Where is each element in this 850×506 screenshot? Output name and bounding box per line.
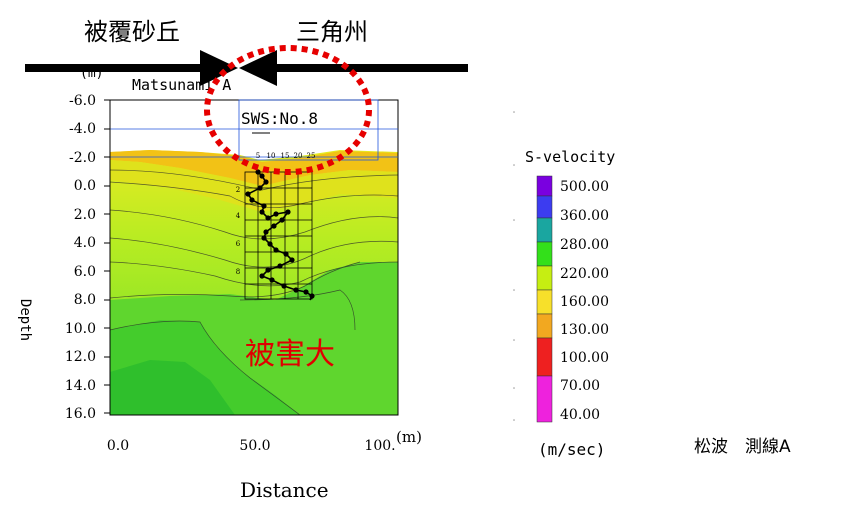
legend-swatch <box>536 313 553 339</box>
y-tick-label: 12.0 <box>65 349 96 365</box>
sws-top-tick: 5 <box>256 152 260 160</box>
sws-depth-tick: 4 <box>236 212 241 220</box>
velocity-field <box>110 150 398 415</box>
legend-label: 100.00 <box>560 350 609 366</box>
x-unit-label: (m) <box>396 428 422 446</box>
y-tick-label: 2.0 <box>74 207 96 223</box>
legend-swatch <box>536 195 553 219</box>
x-tick-label: 0.0 <box>107 438 129 454</box>
contour-lines <box>109 169 399 416</box>
legend-label: 130.00 <box>560 322 609 338</box>
y-tick-label: 8.0 <box>74 292 96 308</box>
x-tick-labels: 0.0 50.0 100. <box>107 438 396 454</box>
y-tick-label: 4.0 <box>74 235 96 251</box>
legend-swatch <box>536 337 553 377</box>
legend-swatch <box>536 241 553 267</box>
sws-top-ticks: 5 10 15 20 25 <box>256 152 316 160</box>
damage-label: 被害大 <box>245 337 335 372</box>
highlight-ellipse <box>204 45 372 175</box>
x-tick-label: 100. <box>364 438 395 454</box>
legend-label: 40.00 <box>560 407 600 423</box>
left-label-covered-dune: 被覆砂丘 <box>84 18 180 46</box>
y-tick-marks <box>104 99 110 414</box>
sws-profile <box>245 169 315 301</box>
sws-depth-tick: 6 <box>236 240 241 248</box>
y-tick-label: 10.0 <box>65 321 96 337</box>
legend <box>536 175 553 423</box>
right-label-delta: 三角州 <box>296 18 368 46</box>
survey-line-label: 松波 測線A <box>694 437 791 457</box>
sws-top-tick: 10 <box>267 152 276 160</box>
boundary-arrows <box>25 50 468 86</box>
legend-unit: (m/sec) <box>538 440 606 459</box>
y-tick-labels: -6.0 -4.0 -2.0 0.0 2.0 4.0 6.0 8.0 10.0 … <box>65 93 96 422</box>
sws-label-box <box>238 99 379 161</box>
x-axis-title: Distance <box>240 478 329 502</box>
legend-label: 280.00 <box>560 237 609 253</box>
sws-top-tick: 25 <box>307 152 316 160</box>
legend-swatch <box>536 265 553 291</box>
sws-top-tick: 20 <box>294 152 303 160</box>
x-tick-label: 50.0 <box>239 438 270 454</box>
right-pointing-arrow-icon <box>200 50 238 86</box>
legend-label: 360.00 <box>560 208 609 224</box>
y-tick-label: -6.0 <box>69 93 96 109</box>
velocity-zone-deepgreen <box>110 360 235 415</box>
sws-depth-tick: 2 <box>236 186 240 194</box>
sws-depth-tick: 8 <box>236 268 240 276</box>
sws-depth-ticks: 2 4 6 8 <box>236 186 241 276</box>
y-tick-label: 6.0 <box>74 264 96 280</box>
sws-top-tick: 15 <box>281 152 290 160</box>
legend-swatch <box>536 289 553 315</box>
legend-swatch <box>536 217 553 243</box>
legend-label: 220.00 <box>560 266 609 282</box>
legend-swatch <box>536 375 553 423</box>
velocity-zone-yellow <box>110 160 398 212</box>
y-tick-label: 14.0 <box>65 378 96 394</box>
legend-label: 500.00 <box>560 179 609 195</box>
sws-label: SWS:No.8 <box>241 109 319 128</box>
left-pointing-arrow-icon <box>239 50 277 86</box>
y-tick-label: 16.0 <box>65 406 96 422</box>
legend-labels: 500.00 360.00 280.00 220.00 160.00 130.0… <box>560 179 609 423</box>
legend-swatch <box>536 175 553 197</box>
y-tick-label: -4.0 <box>69 121 96 137</box>
legend-label: 160.00 <box>560 294 609 310</box>
legend-label: 70.00 <box>560 378 600 394</box>
legend-title: S-velocity <box>525 148 616 166</box>
y-tick-label: 0.0 <box>74 178 96 194</box>
y-tick-label: -2.0 <box>69 150 96 166</box>
